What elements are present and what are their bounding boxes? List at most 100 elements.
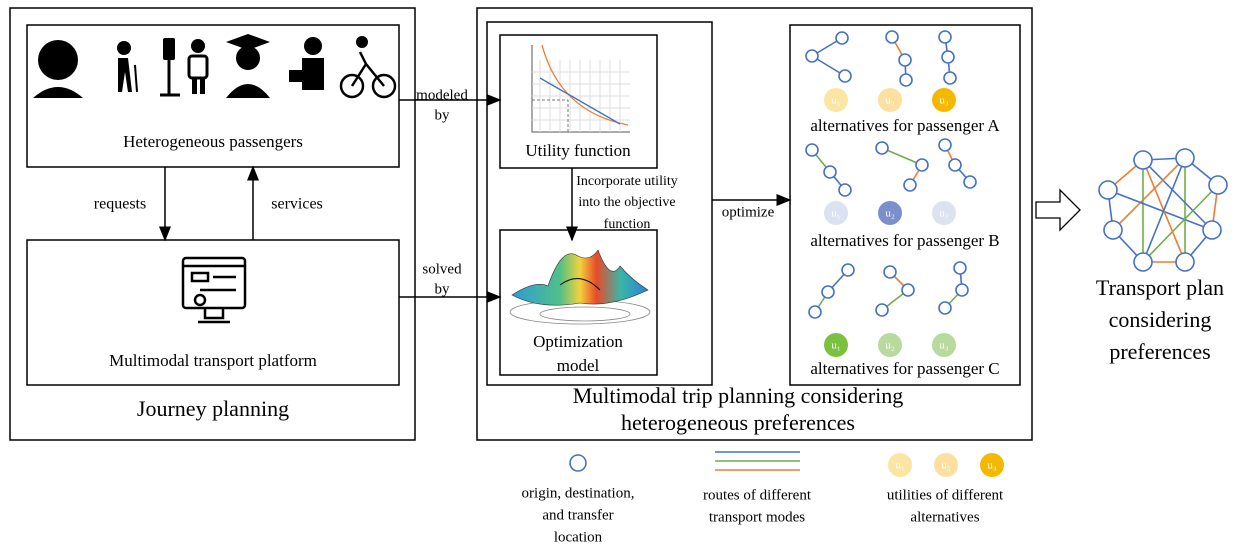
location	[805, 143, 819, 157]
utility-label: u₁	[831, 340, 841, 352]
location	[1208, 175, 1228, 195]
route	[1142, 184, 1219, 263]
legend-text: routes of different	[703, 487, 812, 503]
trip-panel	[476, 7, 1033, 441]
location	[1202, 220, 1222, 240]
utility-label: u₃	[939, 208, 949, 220]
utility-label: u₂	[941, 460, 951, 472]
location	[955, 283, 969, 297]
incorporate-label: function	[604, 217, 651, 232]
utility-marker	[878, 201, 902, 225]
passengers-label: Heterogeneous passengers	[123, 132, 303, 151]
utility-label: u₃	[939, 95, 949, 107]
solved-label: by	[435, 281, 451, 297]
legend-text: transport modes	[709, 509, 805, 525]
location	[915, 158, 929, 172]
utility-marker	[980, 453, 1004, 477]
optimization-label: Optimization	[533, 332, 623, 351]
utility-marker	[932, 88, 956, 112]
journey-panel	[9, 7, 416, 441]
passengers-box	[26, 24, 400, 168]
result-arrow	[1035, 188, 1081, 232]
location	[805, 49, 819, 63]
location	[808, 305, 822, 319]
location	[841, 263, 855, 277]
route	[1107, 189, 1213, 231]
result-label: preferences	[1109, 339, 1210, 364]
route	[1112, 157, 1186, 231]
legend-text: location	[554, 529, 603, 545]
location	[943, 71, 957, 85]
result-network	[1098, 148, 1228, 272]
utility-label: u₂	[885, 208, 895, 220]
utility-marker	[934, 453, 958, 477]
requests-label: requests	[94, 196, 146, 213]
optimization-box	[499, 229, 658, 376]
legend-text: origin, destination,	[522, 485, 635, 501]
location	[1175, 252, 1195, 272]
utility-marker	[824, 88, 848, 112]
modeled-label: modeled	[416, 87, 468, 103]
result-label: Transport plan	[1096, 275, 1224, 300]
location	[838, 69, 852, 83]
location	[1103, 220, 1123, 240]
alternative-label: alternatives for passenger B	[810, 231, 999, 250]
legend-text: alternatives	[910, 509, 979, 525]
alternatives: u₁ u₂ u₃ alternatives for passenger A u₁ u₂ u₃…	[805, 30, 1000, 378]
utility-label: u₂	[885, 340, 895, 352]
trip-title: heterogeneous preferences	[621, 410, 855, 435]
utility-label: u₃	[987, 460, 997, 472]
location	[938, 138, 952, 152]
utility-label: u₁	[831, 208, 841, 220]
utility-marker	[888, 453, 912, 477]
utility-marker	[932, 201, 956, 225]
location	[1133, 252, 1153, 272]
passenger-icons	[33, 34, 397, 99]
location	[835, 31, 849, 45]
result-label: considering	[1109, 307, 1212, 332]
route	[1142, 157, 1186, 263]
location	[941, 50, 955, 64]
utility-label: u₁	[831, 95, 841, 107]
location	[898, 53, 912, 67]
modeled-label: by	[435, 107, 451, 123]
location	[821, 285, 835, 299]
utility-box	[499, 34, 658, 169]
platform-label: Multimodal transport platform	[109, 351, 317, 370]
platform-icon	[181, 256, 247, 324]
utility-plot	[531, 44, 630, 133]
legend-node	[569, 454, 587, 472]
legend-text: and transfer	[542, 507, 613, 523]
location	[903, 178, 917, 192]
solved-label: solved	[422, 261, 462, 277]
location	[901, 283, 915, 297]
utility-marker	[878, 88, 902, 112]
optimization-surface	[509, 249, 651, 325]
location	[1133, 150, 1153, 170]
alternatives-box	[789, 24, 1021, 386]
location	[883, 265, 897, 279]
location	[938, 30, 952, 44]
trip-title: Multimodal trip planning considering	[573, 383, 904, 408]
legend-utilities: u₁ u₂ u₃	[888, 453, 1004, 477]
location	[963, 175, 977, 189]
alternative-label: alternatives for passenger A	[810, 116, 1000, 135]
location	[1175, 148, 1195, 168]
location	[938, 301, 952, 315]
utility-marker	[878, 333, 902, 357]
location	[948, 158, 962, 172]
utility-label: u₁	[895, 460, 905, 472]
utility-marker	[932, 333, 956, 357]
incorporate-label: into the objective	[578, 195, 675, 210]
route	[881, 147, 923, 166]
services-label: services	[271, 196, 323, 213]
route	[1142, 159, 1213, 231]
journey-title: Journey planning	[137, 396, 289, 421]
model-box	[486, 21, 713, 386]
optimize-label: optimize	[722, 204, 775, 220]
utility-label: u₂	[885, 95, 895, 107]
location	[823, 165, 837, 179]
location	[953, 261, 967, 275]
location	[899, 73, 913, 87]
